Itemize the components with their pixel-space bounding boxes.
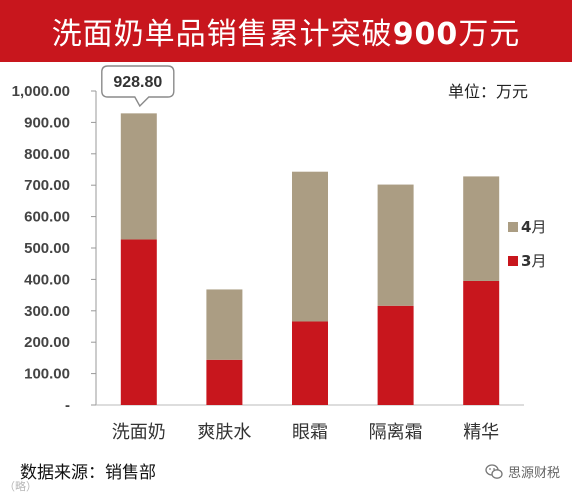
bar-april — [463, 176, 500, 281]
watermark: （略） — [4, 480, 37, 493]
bar-march — [292, 321, 328, 405]
y-tick-label: 400.00 — [24, 271, 70, 288]
unit-label: 单位：万元 — [447, 82, 528, 101]
y-tick-label: 800.00 — [24, 146, 70, 163]
bar-march — [120, 239, 157, 405]
annotation-callout — [101, 65, 175, 108]
y-tick-label: 700.00 — [24, 177, 70, 194]
bar-april — [206, 289, 243, 360]
data-source: 数据来源：销售部 — [20, 463, 156, 483]
title-bar: 洗面奶单品销售累计突破900万元 — [0, 0, 572, 62]
legend-label-march: 3月 — [521, 252, 546, 270]
legend-swatch-march — [508, 256, 518, 266]
annotation-label: 928.80 — [113, 74, 162, 91]
x-category-label: 爽肤水 — [197, 422, 251, 443]
legend-label-april: 4月 — [521, 218, 546, 236]
bar-march — [463, 280, 500, 405]
title-highlight: 900 — [392, 17, 459, 52]
x-category-label: 精华 — [463, 422, 499, 443]
y-tick-label: 500.00 — [24, 240, 70, 257]
x-category-label: 眼霜 — [292, 422, 328, 443]
legend-swatch-april — [508, 222, 518, 232]
bar-march — [206, 359, 243, 405]
y-tick-label: - — [65, 397, 70, 414]
bar-march — [377, 305, 414, 405]
y-tick-label: 100.00 — [24, 366, 70, 383]
y-tick-label: 1,000.00 — [12, 83, 70, 100]
y-tick-label: 600.00 — [24, 209, 70, 226]
bar-april — [377, 184, 414, 306]
wechat-icon — [485, 463, 503, 480]
chart-title: 洗面奶单品销售累计突破900万元 — [51, 17, 521, 52]
x-category-label: 隔离霜 — [369, 422, 423, 443]
bar-april — [120, 113, 157, 240]
y-tick-label: 300.00 — [24, 303, 70, 320]
y-tick-label: 200.00 — [24, 334, 70, 351]
brand-name: 思源财税 — [507, 466, 560, 481]
y-tick-label: 900.00 — [24, 114, 70, 131]
bar-april — [292, 171, 328, 322]
x-category-label: 洗面奶 — [112, 422, 166, 443]
brand-mark: 思源财税 — [485, 462, 560, 481]
